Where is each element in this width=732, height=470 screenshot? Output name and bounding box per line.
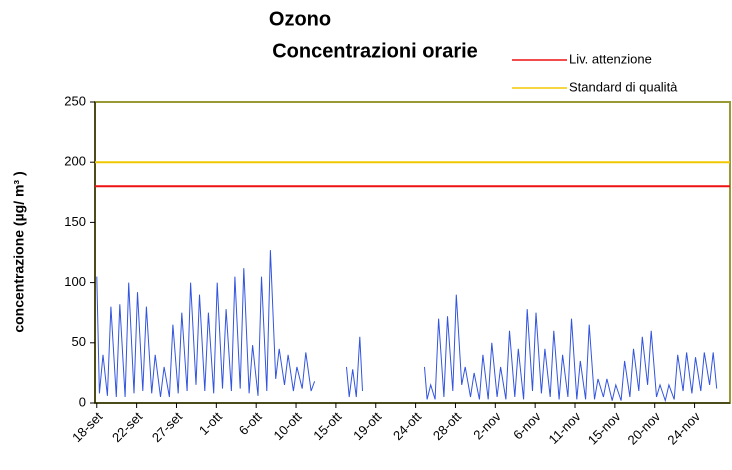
x-tick-label: 11-nov: [546, 409, 584, 447]
x-tick-label: 24-ott: [390, 409, 424, 443]
y-tick-label: 100: [64, 274, 86, 289]
x-tick-label: 27-set: [149, 409, 185, 445]
x-tick-label: 6-nov: [510, 409, 544, 443]
data-line: [96, 250, 718, 403]
x-tick-label: 19-ott: [350, 409, 384, 443]
y-tick-label: 200: [64, 154, 86, 169]
x-tick-label: 15-nov: [585, 409, 624, 448]
chart-title: Ozono: [269, 8, 331, 30]
y-tick-label: 0: [79, 394, 86, 409]
x-tick-label: 2-nov: [470, 409, 504, 443]
x-tick-label: 18-set: [69, 409, 105, 445]
legend-label: Liv. attenzione: [569, 51, 652, 66]
x-tick-label: 6-ott: [236, 409, 265, 438]
legend-label: Standard di qualità: [569, 79, 678, 94]
x-tick-label: 1-ott: [196, 409, 225, 438]
y-axis-label: concentrazione (µg/ m³ ): [11, 171, 27, 332]
x-tick-label: 10-ott: [270, 409, 304, 443]
plot-area: [94, 101, 731, 404]
x-tick-label: 24-nov: [664, 409, 703, 448]
y-tick-label: 150: [64, 214, 86, 229]
y-tick-label: 50: [72, 334, 86, 349]
chart-subtitle: Concentrazioni orarie: [272, 40, 478, 62]
x-tick-label: 15-ott: [310, 409, 344, 443]
x-tick-label: 20-nov: [625, 409, 664, 448]
x-tick-label: 28-ott: [430, 409, 464, 443]
y-tick-label: 250: [64, 93, 86, 108]
x-tick-label: 22-set: [109, 409, 145, 445]
